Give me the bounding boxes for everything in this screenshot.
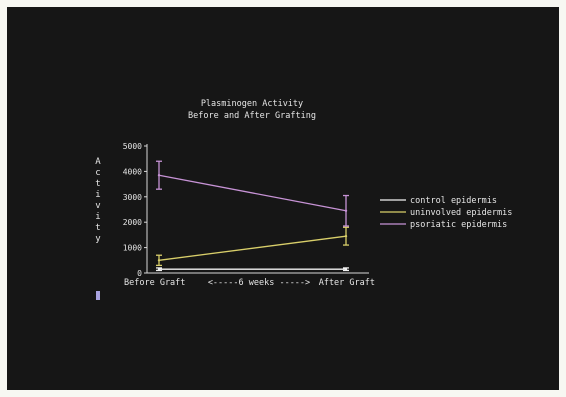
y-tick-label: 4000 [123,167,142,176]
y-axis-label-char: A [95,157,101,167]
y-tick-label: 0 [137,269,142,278]
y-tick-labels: 0 1000 2000 3000 4000 5000 [123,142,147,278]
y-tick-label: 1000 [123,244,142,253]
y-axis-label-char: y [95,234,101,244]
y-axis-label-char: v [95,201,100,211]
series-group [156,226,349,267]
y-axis-label-char: i [95,212,100,222]
series-line [158,174,347,212]
data-point [344,267,348,271]
legend-label: psoriatic epidermis [410,220,507,230]
legend-label: uninvolved epidermis [410,208,512,218]
y-axis-label-char: t [95,179,100,189]
data-point [157,174,161,177]
data-point [157,259,161,262]
y-axis-label: Activity [95,157,101,244]
series-line [158,235,347,261]
text-cursor [96,291,100,300]
monitor-screen: Plasminogen Activity Before and After Gr… [7,7,559,390]
legend: control epidermis uninvolved epidermis pso… [380,196,512,230]
x-tick-labels: Before Graft <-----6 weeks -----> After Gr… [124,278,375,288]
data-point [157,267,161,271]
legend-label: control epidermis [410,196,497,206]
y-axis-label-char: i [95,190,100,200]
y-tick-label: 5000 [123,142,142,151]
y-axis-label-char: c [95,168,100,178]
chart-subtitle: Before and After Grafting [188,111,316,121]
x-tick-label: Before Graft [124,278,185,288]
data-point [344,234,348,238]
line-chart: Plasminogen Activity Before and After Gr… [95,99,512,300]
x-tick-label: After Graft [319,278,375,288]
y-axis-label-char: t [95,223,100,233]
axes [146,144,369,274]
x-axis-label: <-----6 weeks -----> [208,278,310,288]
data-point [344,209,348,212]
chart-title: Plasminogen Activity [201,99,303,109]
y-tick-label: 2000 [123,218,142,227]
series-group [156,267,349,272]
y-tick-label: 3000 [123,193,142,202]
series-group [156,160,349,227]
series-layer [156,160,349,272]
